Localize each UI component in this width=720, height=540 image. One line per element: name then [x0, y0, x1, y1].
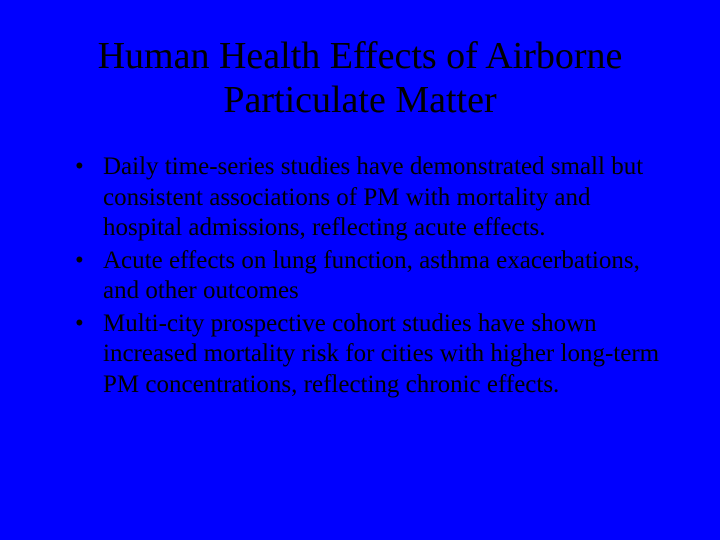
bullet-list: • Daily time-series studies have demonst…: [55, 152, 665, 400]
bullet-icon: •: [75, 246, 84, 277]
list-item: • Daily time-series studies have demonst…: [75, 152, 665, 244]
list-item: • Multi-city prospective cohort studies …: [75, 309, 665, 401]
bullet-text: Acute effects on lung function, asthma e…: [103, 247, 640, 305]
bullet-icon: •: [75, 152, 84, 183]
bullet-text: Daily time-series studies have demonstra…: [103, 153, 643, 241]
bullet-icon: •: [75, 309, 84, 340]
slide-title: Human Health Effects of Airborne Particu…: [55, 35, 665, 122]
bullet-text: Multi-city prospective cohort studies ha…: [103, 310, 659, 398]
list-item: • Acute effects on lung function, asthma…: [75, 246, 665, 307]
